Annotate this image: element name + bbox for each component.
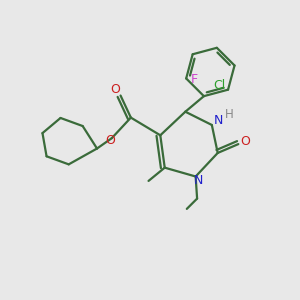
Text: N: N [194,173,203,187]
Text: O: O [110,82,120,95]
Text: Cl: Cl [213,79,225,92]
Text: N: N [214,114,223,127]
Text: F: F [191,74,198,86]
Text: O: O [240,135,250,148]
Text: O: O [105,134,115,147]
Text: H: H [225,108,234,121]
